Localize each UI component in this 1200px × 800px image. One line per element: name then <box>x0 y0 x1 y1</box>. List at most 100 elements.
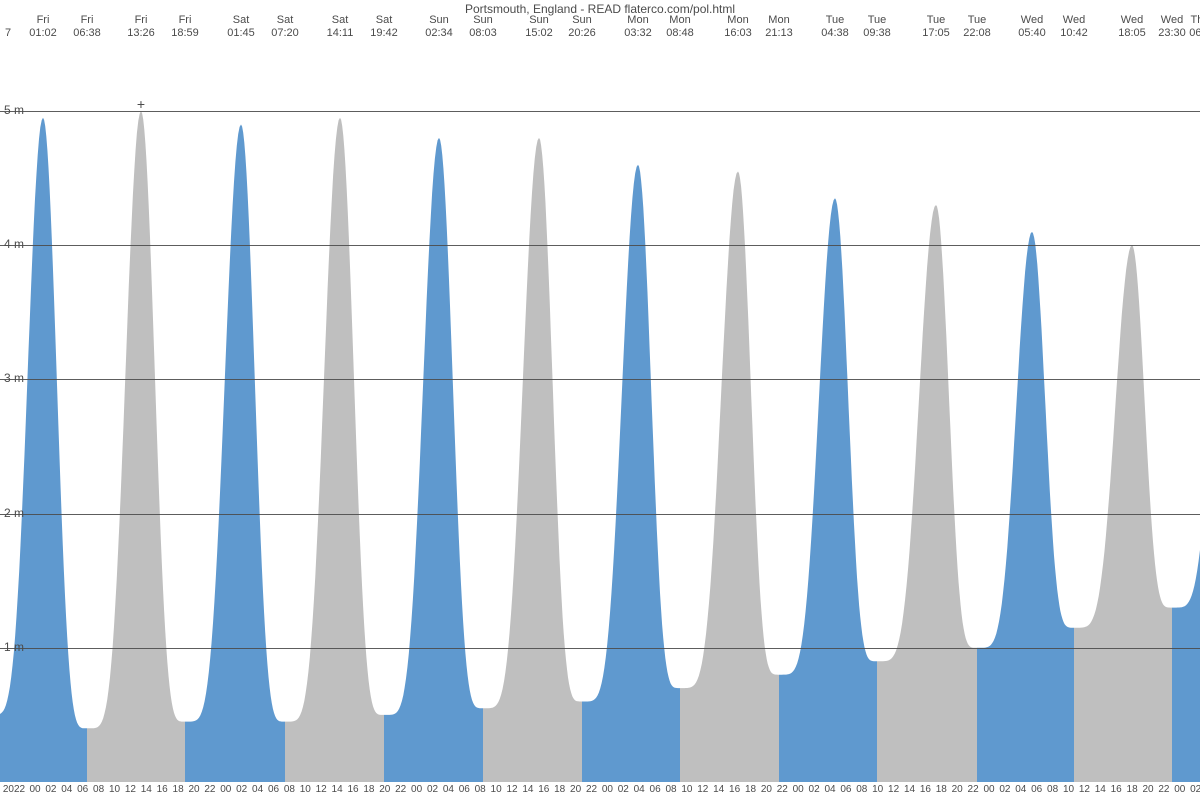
bottom-hour-label: 12 <box>125 784 136 795</box>
bottom-hour-label: 18 <box>1127 784 1138 795</box>
bottom-hour-label: 00 <box>1174 784 1185 795</box>
bottom-hour-label: 14 <box>332 784 343 795</box>
bottom-hour-label: 14 <box>713 784 724 795</box>
bottom-hour-label: 02 <box>1190 784 1200 795</box>
bottom-hour-label: 20 <box>761 784 772 795</box>
bottom-hour-label: 16 <box>157 784 168 795</box>
bottom-hour-label: 22 <box>777 784 788 795</box>
bottom-hour-label: 22 <box>1158 784 1169 795</box>
bottom-hour-label: 02 <box>618 784 629 795</box>
bottom-hour-label: 20 <box>188 784 199 795</box>
bottom-hour-label: 12 <box>1079 784 1090 795</box>
bottom-hour-label: 08 <box>856 784 867 795</box>
bottom-hour-label: 20 <box>379 784 390 795</box>
bottom-hour-label: 14 <box>1095 784 1106 795</box>
bottom-hour-label: 00 <box>29 784 40 795</box>
bottom-hour-label: 20 <box>952 784 963 795</box>
tide-cycle-grey <box>483 138 582 782</box>
bottom-hour-label: 02 <box>427 784 438 795</box>
bottom-hour-label: 02 <box>236 784 247 795</box>
bottom-hour-label: 04 <box>61 784 72 795</box>
tide-cycle-blue <box>779 198 877 782</box>
tide-cycle-blue <box>1172 259 1200 782</box>
tide-cycle-blue <box>582 165 680 782</box>
bottom-hour-label: 16 <box>538 784 549 795</box>
bottom-hour-label: 20 <box>570 784 581 795</box>
bottom-hour-label: 10 <box>109 784 120 795</box>
bottom-hour-label: 22 <box>204 784 215 795</box>
tide-cycle-grey <box>87 111 185 782</box>
bottom-hour-label: 10 <box>872 784 883 795</box>
bottom-hour-label: 16 <box>920 784 931 795</box>
tide-cycle-grey <box>680 172 779 783</box>
bottom-hour-label: 20 <box>1142 784 1153 795</box>
bottom-hour-label: 18 <box>554 784 565 795</box>
y-tick-label: 5 m <box>4 103 24 117</box>
bottom-hour-label: 14 <box>141 784 152 795</box>
bottom-hour-label: 04 <box>1015 784 1026 795</box>
tide-cycle-blue <box>185 125 285 783</box>
bottom-hour-label: 02 <box>45 784 56 795</box>
bottom-hour-label: 10 <box>1063 784 1074 795</box>
bottom-hour-label: 00 <box>411 784 422 795</box>
gridline <box>0 648 1200 649</box>
y-tick-label: 4 m <box>4 237 24 251</box>
bottom-hour-label: 12 <box>506 784 517 795</box>
bottom-hour-label: 08 <box>1047 784 1058 795</box>
bottom-hour-label: 02 <box>809 784 820 795</box>
bottom-hour-label: 02 <box>999 784 1010 795</box>
bottom-hour-label: 12 <box>697 784 708 795</box>
bottom-axis-labels: 2022000204060810121416182022000204060810… <box>0 784 1200 798</box>
bottom-hour-label: 00 <box>983 784 994 795</box>
gridline <box>0 111 1200 112</box>
tide-cycle-blue <box>977 232 1074 782</box>
tide-cycle-blue <box>384 138 483 782</box>
bottom-hour-label: 10 <box>681 784 692 795</box>
tide-cycle-blue <box>0 118 87 782</box>
bottom-hour-label: 14 <box>904 784 915 795</box>
bottom-hour-label: 06 <box>650 784 661 795</box>
y-tick-label: 1 m <box>4 640 24 654</box>
bottom-hour-label: 04 <box>443 784 454 795</box>
bottom-hour-label: 06 <box>1031 784 1042 795</box>
tide-cycle-grey <box>877 205 977 782</box>
gridline <box>0 379 1200 380</box>
bottom-hour-label: 22 <box>395 784 406 795</box>
bottom-hour-label: 04 <box>634 784 645 795</box>
tide-chart: Portsmouth, England - READ flaterco.com/… <box>0 0 1200 800</box>
bottom-hour-label: 12 <box>888 784 899 795</box>
bottom-hour-label: 08 <box>665 784 676 795</box>
bottom-hour-label: 16 <box>729 784 740 795</box>
bottom-hour-label: 06 <box>268 784 279 795</box>
tide-plot-area <box>0 0 1200 800</box>
bottom-hour-label: 10 <box>300 784 311 795</box>
gridline <box>0 514 1200 515</box>
bottom-hour-label: 22 <box>968 784 979 795</box>
bottom-hour-label: 08 <box>93 784 104 795</box>
bottom-hour-label: 18 <box>173 784 184 795</box>
bottom-hour-label: 06 <box>77 784 88 795</box>
bottom-hour-label: 08 <box>284 784 295 795</box>
max-tide-marker: + <box>137 96 145 112</box>
bottom-hour-label: 10 <box>491 784 502 795</box>
tide-cycle-grey <box>285 118 384 782</box>
bottom-hour-label: 00 <box>793 784 804 795</box>
bottom-hour-label: 22 <box>586 784 597 795</box>
bottom-hour-label: 00 <box>220 784 231 795</box>
bottom-hour-label: 18 <box>745 784 756 795</box>
bottom-hour-label: 18 <box>363 784 374 795</box>
bottom-year-label: 2022 <box>3 784 25 795</box>
bottom-hour-label: 16 <box>347 784 358 795</box>
bottom-hour-label: 06 <box>840 784 851 795</box>
bottom-hour-label: 18 <box>936 784 947 795</box>
y-tick-label: 3 m <box>4 371 24 385</box>
bottom-hour-label: 08 <box>475 784 486 795</box>
bottom-hour-label: 04 <box>824 784 835 795</box>
bottom-hour-label: 00 <box>602 784 613 795</box>
bottom-hour-label: 04 <box>252 784 263 795</box>
bottom-hour-label: 12 <box>316 784 327 795</box>
bottom-hour-label: 16 <box>1111 784 1122 795</box>
bottom-hour-label: 06 <box>459 784 470 795</box>
bottom-hour-label: 14 <box>522 784 533 795</box>
gridline <box>0 245 1200 246</box>
